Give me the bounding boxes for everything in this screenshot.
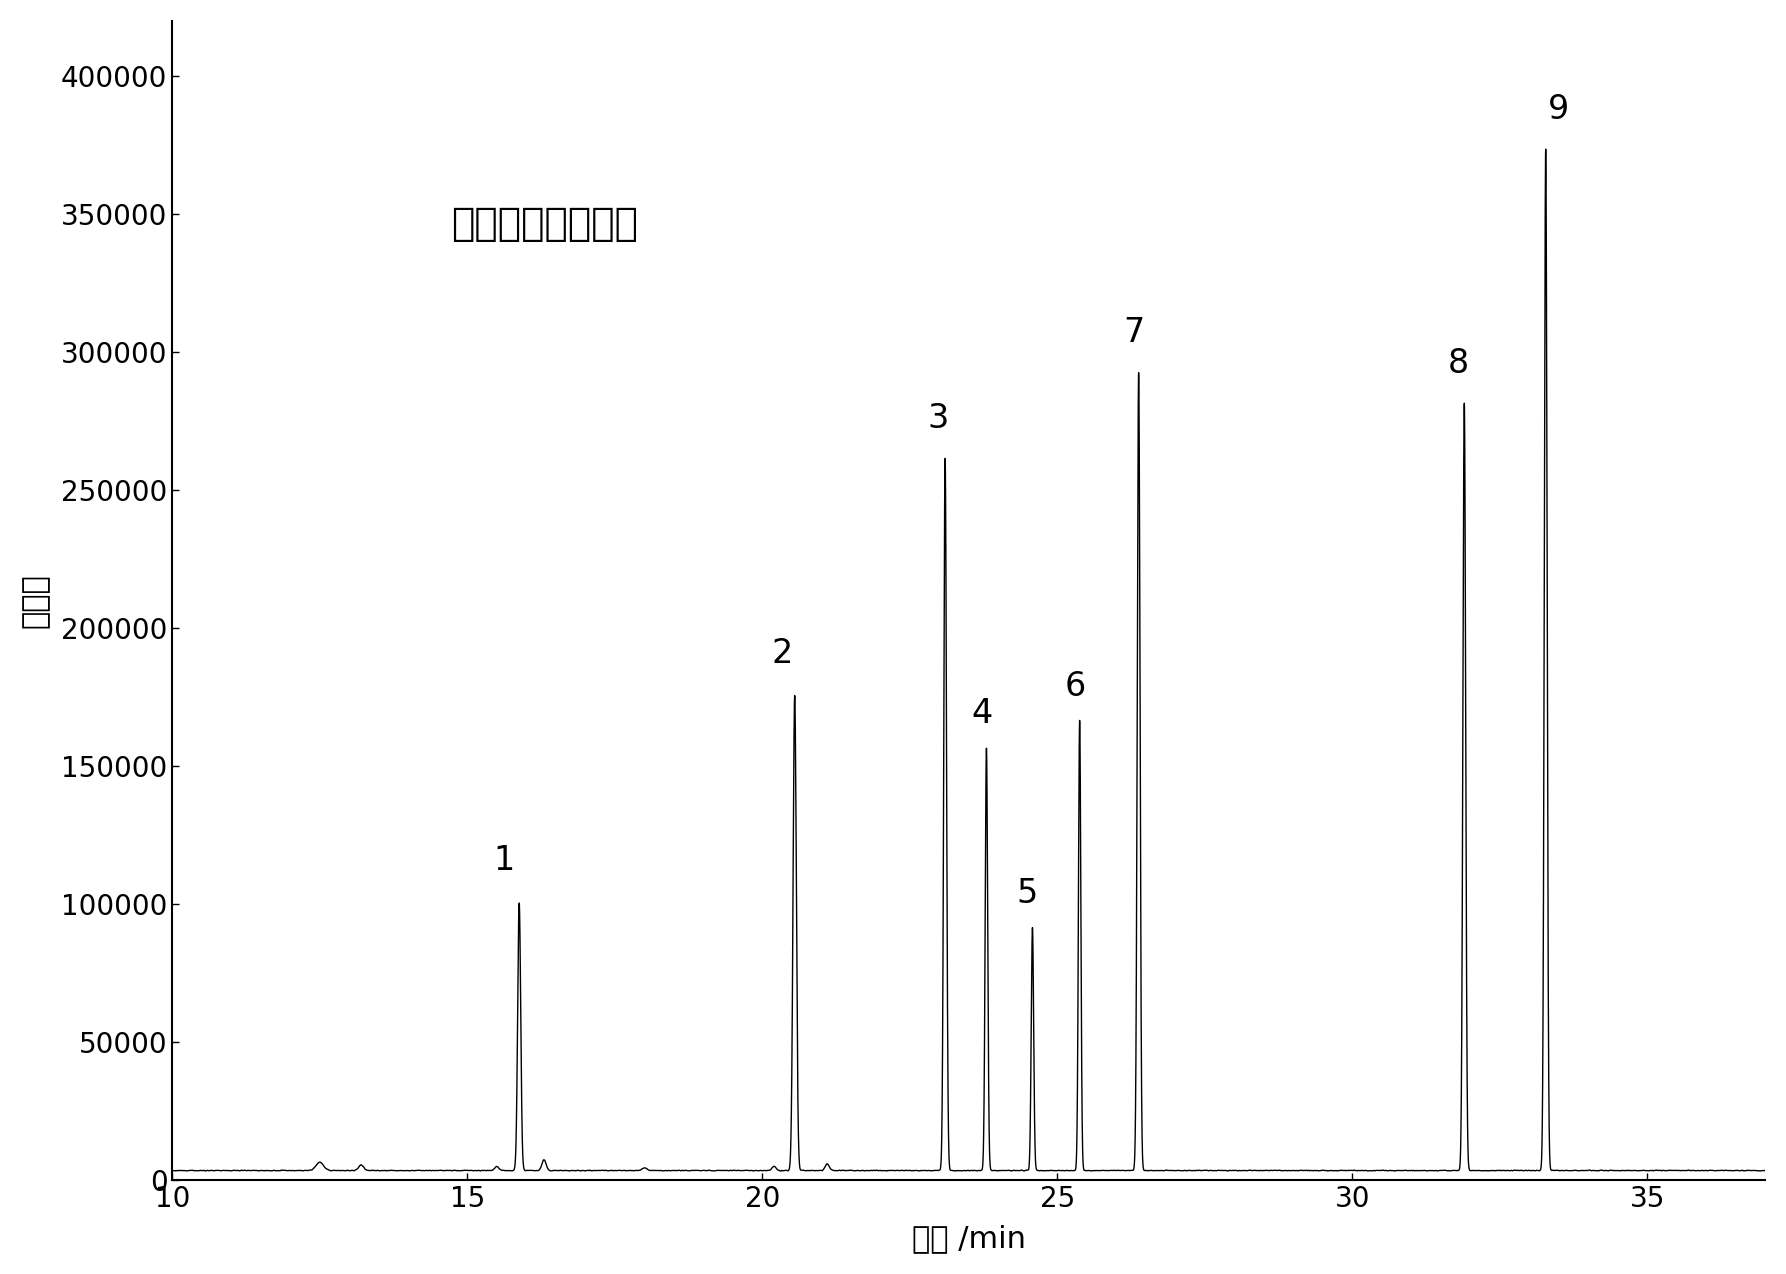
Y-axis label: 峰面积: 峰面积 (21, 573, 50, 628)
Text: 选择离子扫描模式: 选择离子扫描模式 (452, 205, 638, 243)
Text: 8: 8 (1448, 347, 1468, 380)
Text: 3: 3 (927, 401, 948, 434)
Text: 7: 7 (1123, 316, 1145, 349)
X-axis label: 时间 /min: 时间 /min (911, 1224, 1025, 1254)
Text: 2: 2 (772, 637, 793, 670)
Text: 5: 5 (1016, 877, 1038, 910)
Text: 1: 1 (493, 843, 514, 877)
Text: 6: 6 (1064, 670, 1086, 703)
Text: 9: 9 (1548, 93, 1570, 126)
Text: 4: 4 (972, 697, 993, 730)
